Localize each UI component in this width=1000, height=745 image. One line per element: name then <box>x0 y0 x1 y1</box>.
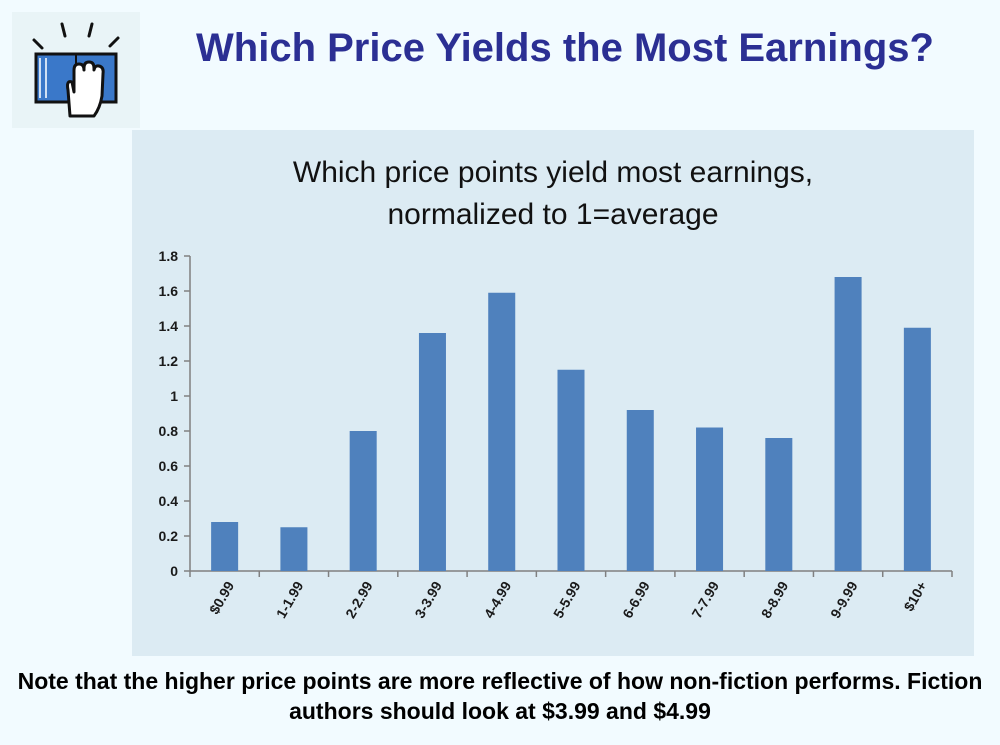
bar <box>696 427 724 571</box>
x-category-label: 7-7.99 <box>688 578 722 621</box>
y-tick-label: 1 <box>170 388 178 404</box>
x-category-label: 2-2.99 <box>342 578 376 621</box>
y-tick-label: 0.4 <box>159 493 179 509</box>
logo <box>12 12 140 128</box>
x-category-label: 1-1.99 <box>273 578 307 621</box>
bar <box>349 431 377 571</box>
bar <box>488 292 516 571</box>
x-category-label: 5-5.99 <box>550 578 584 621</box>
chart-panel: Which price points yield most earnings, … <box>132 130 974 656</box>
x-category-label: 8-8.99 <box>758 578 792 621</box>
y-tick-label: 0.6 <box>159 458 179 474</box>
bar <box>280 527 308 571</box>
y-tick-label: 0.2 <box>159 528 179 544</box>
y-tick-label: 0 <box>170 563 178 579</box>
bar <box>626 410 654 571</box>
x-category-label: 9-9.99 <box>827 578 861 621</box>
slide-title: Which Price Yields the Most Earnings? <box>196 26 934 70</box>
bar <box>765 438 793 571</box>
x-category-label: 3-3.99 <box>411 578 445 621</box>
book-hand-icon <box>32 22 120 118</box>
tick-labels-group: 0 0.2 0.4 0.6 0.8 1 1.2 1.4 1.6 1.8 $0.99 1-1.99 2-2… <box>159 248 930 621</box>
bar-chart: Which price points yield most earnings, … <box>159 156 953 621</box>
bar <box>211 522 239 571</box>
y-tick-label: 1.2 <box>159 353 179 369</box>
y-tick-label: 1.8 <box>159 248 179 264</box>
bar <box>418 333 446 571</box>
bar <box>834 277 862 571</box>
y-tick-label: 1.4 <box>159 318 179 334</box>
chart-title-line-2: normalized to 1=average <box>387 198 718 231</box>
chart-title-line-1: Which price points yield most earnings, <box>293 156 813 189</box>
bar <box>903 327 931 571</box>
footnote: Note that the higher price points are mo… <box>17 668 983 724</box>
x-category-label: 4-4.99 <box>481 578 515 621</box>
x-category-label: $0.99 <box>206 578 237 617</box>
y-tick-label: 0.8 <box>159 423 179 439</box>
bar <box>557 369 585 571</box>
x-category-label: 6-6.99 <box>619 578 653 621</box>
bars-group <box>211 277 931 571</box>
x-category-label: $10+ <box>900 579 930 614</box>
y-tick-label: 1.6 <box>159 283 179 299</box>
